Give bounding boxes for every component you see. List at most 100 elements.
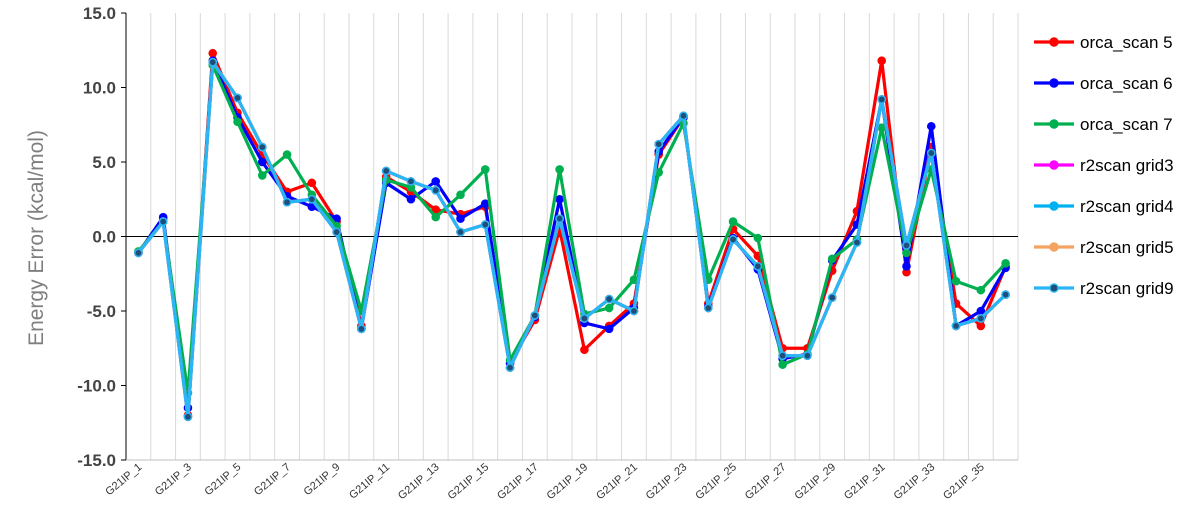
data-point	[877, 95, 887, 104]
y-tick-label: -5.0	[87, 302, 116, 321]
x-tick-labels: G21IP_1 G21IP_3 G21IP_5 G21IP_7 G21IP_9 G21IP…	[103, 461, 986, 502]
data-point	[307, 178, 317, 188]
data-point	[505, 363, 515, 372]
data-point	[753, 233, 763, 243]
legend-swatch-marker	[1049, 78, 1059, 88]
data-point	[926, 121, 936, 131]
data-point	[555, 165, 564, 174]
data-point	[208, 57, 218, 67]
data-point	[183, 412, 193, 422]
x-tick-label: G21IP_17	[495, 461, 541, 502]
x-tick-label: G21IP_31	[842, 461, 888, 502]
data-point	[728, 217, 738, 226]
legend-item: r2scan grid9	[1034, 279, 1174, 298]
legend-swatch-marker	[1049, 119, 1059, 129]
y-tick-label: -15.0	[77, 451, 116, 470]
data-point	[778, 351, 787, 361]
y-tick-label: 10.0	[83, 79, 116, 98]
legend-label: r2scan grid5	[1080, 238, 1174, 257]
y-tick-label: 15.0	[83, 4, 116, 23]
data-point	[877, 56, 887, 65]
data-point	[629, 306, 639, 316]
data-point	[728, 235, 738, 244]
x-tick-label: G21IP_29	[792, 461, 838, 502]
x-tick-label: G21IP_33	[892, 461, 938, 502]
legend-swatch-marker	[1049, 242, 1059, 252]
data-point	[852, 238, 862, 247]
data-point	[357, 324, 366, 334]
x-tick-label: G21IP_25	[693, 461, 739, 502]
data-point	[1001, 259, 1010, 268]
data-point	[902, 261, 911, 271]
data-point	[480, 165, 490, 174]
data-point	[604, 303, 614, 313]
data-point	[629, 275, 639, 285]
data-point	[926, 148, 936, 158]
series-line	[136, 51, 1008, 417]
data-point	[406, 194, 416, 204]
data-point	[654, 139, 664, 149]
data-point	[827, 254, 837, 264]
legend-swatch-marker	[1049, 201, 1059, 211]
data-point	[703, 303, 713, 313]
data-point	[778, 360, 787, 369]
x-tick-label: G21IP_35	[941, 461, 987, 502]
legend-label: orca_scan 6	[1080, 74, 1173, 93]
y-tick-labels: 15.0 10.0 5.0 0.0 -5.0 -10.0 -15.0	[77, 4, 116, 470]
data-point	[134, 248, 143, 258]
data-point	[257, 142, 267, 152]
data-point	[381, 166, 391, 176]
data-point	[233, 117, 242, 127]
data-point	[307, 194, 317, 204]
data-point	[456, 190, 465, 200]
legend-item: orca_scan 6	[1034, 74, 1173, 93]
data-point	[951, 321, 961, 331]
data-point	[902, 248, 911, 258]
x-tick-label: G21IP_21	[594, 461, 640, 502]
data-point	[431, 212, 441, 222]
data-point	[951, 276, 961, 286]
data-point	[679, 111, 688, 121]
legend-item: r2scan grid3	[1034, 156, 1174, 175]
series-r2scan-grid9	[134, 57, 1010, 422]
data-point	[555, 214, 564, 223]
legend-label: r2scan grid3	[1080, 156, 1174, 175]
x-tick-label: G21IP_3	[153, 461, 194, 498]
data-point	[406, 177, 416, 186]
data-point	[456, 214, 465, 223]
data-point	[530, 311, 540, 320]
series-lines	[134, 48, 1010, 422]
x-tick-label: G21IP_5	[202, 461, 243, 498]
data-point	[753, 261, 763, 271]
x-tick-label: G21IP_19	[545, 461, 591, 502]
legend-item: orca_scan 7	[1034, 115, 1173, 134]
x-tick-label: G21IP_9	[302, 461, 343, 498]
legend-item: orca_scan 5	[1034, 33, 1173, 52]
y-axis-title: Energy Error (kcal/mol)	[25, 130, 48, 346]
x-tick-label: G21IP_11	[347, 461, 392, 502]
legend-swatch-marker	[1049, 160, 1059, 170]
data-point	[976, 314, 986, 323]
data-point	[282, 197, 292, 207]
x-tick-label: G21IP_15	[446, 461, 492, 502]
legend: orca_scan 5 orca_scan 6 orca_scan 7 r2scan …	[1034, 33, 1174, 298]
data-point	[480, 220, 490, 229]
y-tick-label: 0.0	[92, 228, 116, 247]
data-point	[902, 241, 911, 250]
series-line	[136, 60, 1008, 419]
legend-label: orca_scan 5	[1080, 33, 1173, 52]
data-point	[257, 157, 267, 167]
data-point	[976, 306, 986, 316]
legend-item: r2scan grid5	[1034, 238, 1174, 257]
data-point	[1001, 290, 1010, 299]
data-point	[431, 177, 441, 186]
legend-item: r2scan grid4	[1034, 197, 1174, 216]
data-point	[976, 285, 986, 295]
data-point	[580, 314, 589, 323]
data-point	[604, 294, 614, 304]
data-point	[282, 150, 292, 159]
x-tick-label: G21IP_7	[252, 461, 293, 498]
x-tick-label: G21IP_27	[743, 461, 789, 502]
legend-label: orca_scan 7	[1080, 115, 1173, 134]
